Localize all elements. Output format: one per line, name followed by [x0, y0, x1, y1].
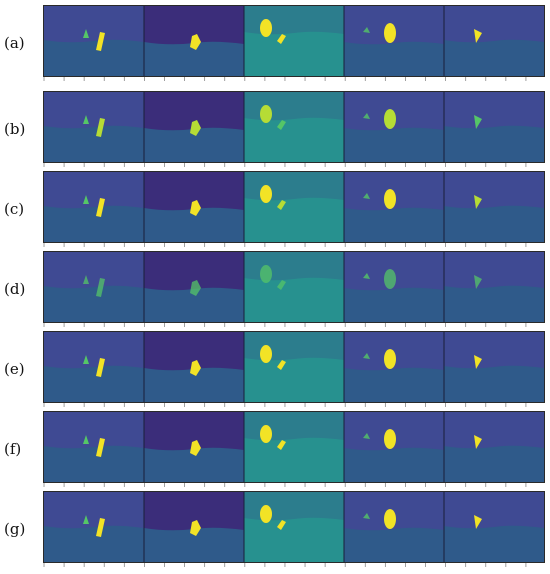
image-strip — [43, 411, 545, 483]
tick-marks — [43, 243, 545, 249]
panel-1 — [44, 92, 144, 162]
panel-5 — [444, 252, 544, 322]
figure-row: (g) — [0, 491, 550, 571]
panel-3 — [244, 252, 344, 322]
tick-marks — [43, 163, 545, 169]
tick-marks — [43, 323, 545, 329]
image-strip — [43, 171, 545, 243]
panel-1 — [44, 412, 144, 482]
row-label: (d) — [4, 280, 26, 298]
panel-3 — [244, 492, 344, 562]
panel-2 — [144, 492, 244, 562]
panel-1 — [44, 172, 144, 242]
panel-1 — [44, 252, 144, 322]
tick-marks — [43, 77, 545, 83]
panel-4 — [344, 412, 444, 482]
panel-3 — [244, 332, 344, 402]
image-strip — [43, 91, 545, 163]
panel-3 — [244, 92, 344, 162]
panel-5 — [444, 6, 544, 76]
figure-row: (d) — [0, 251, 550, 331]
panel-2 — [144, 412, 244, 482]
row-label: (c) — [4, 200, 25, 218]
panel-5 — [444, 92, 544, 162]
figure-row: (c) — [0, 171, 550, 251]
panel-4 — [344, 172, 444, 242]
image-strip — [43, 251, 545, 323]
panel-4 — [344, 252, 444, 322]
panel-1 — [44, 6, 144, 76]
panel-5 — [444, 412, 544, 482]
panel-1 — [44, 492, 144, 562]
image-strip — [43, 491, 545, 563]
panel-3 — [244, 172, 344, 242]
panel-3 — [244, 412, 344, 482]
panel-2 — [144, 6, 244, 76]
panel-4 — [344, 492, 444, 562]
tick-marks — [43, 483, 545, 489]
panel-2 — [144, 92, 244, 162]
panel-4 — [344, 92, 444, 162]
row-label: (g) — [4, 520, 26, 538]
row-label: (f) — [4, 440, 22, 458]
panel-2 — [144, 252, 244, 322]
panel-5 — [444, 492, 544, 562]
panel-4 — [344, 6, 444, 76]
panel-4 — [344, 332, 444, 402]
row-label: (e) — [4, 360, 25, 378]
tick-marks — [43, 403, 545, 409]
figure-row: (f) — [0, 411, 550, 491]
panel-1 — [44, 332, 144, 402]
figure-row: (b) — [0, 91, 550, 171]
panel-2 — [144, 332, 244, 402]
tick-marks — [43, 563, 545, 569]
figure-row: (a) — [0, 5, 550, 85]
panel-2 — [144, 172, 244, 242]
row-label: (b) — [4, 120, 26, 138]
image-strip — [43, 331, 545, 403]
panel-5 — [444, 332, 544, 402]
image-strip — [43, 5, 545, 77]
panel-3 — [244, 6, 344, 76]
row-label: (a) — [4, 34, 25, 52]
panel-5 — [444, 172, 544, 242]
figure-row: (e) — [0, 331, 550, 411]
